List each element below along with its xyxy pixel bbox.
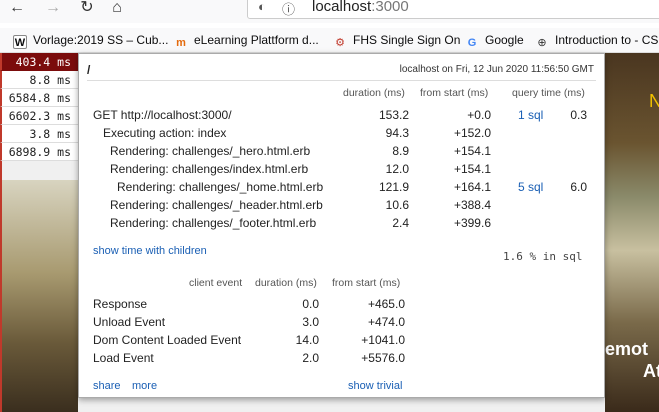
client-event-name: Dom Content Loaded Event <box>93 333 242 347</box>
hero-heading: N <box>649 91 659 111</box>
timing-name: Rendering: challenges/index.html.erb <box>110 162 309 176</box>
client-duration-header: duration (ms) <box>255 277 317 289</box>
profiler-badge[interactable]: 403.4 ms <box>0 53 78 71</box>
divider <box>87 80 596 81</box>
query-time-header: query time (ms) <box>512 87 585 99</box>
timing-from-start: +0.0 <box>467 108 491 122</box>
client-event-header: client event <box>189 277 243 289</box>
background-image-left <box>0 180 78 412</box>
bookmark-elearning[interactable]: m eLearning Plattform d... <box>174 31 319 50</box>
profiler-badge[interactable]: 3.8 ms <box>0 125 78 143</box>
share-link[interactable]: share <box>93 380 121 392</box>
url-bar[interactable]: ◐ ⓘ localhost:3000 <box>247 0 659 19</box>
profiler-badge[interactable]: 8.8 ms <box>0 71 78 89</box>
fhs-icon: ⚙ <box>335 37 345 49</box>
home-icon[interactable]: ⌂ <box>112 0 122 16</box>
client-event-name: Response <box>93 297 148 311</box>
timing-query-time: 6.0 <box>570 180 587 194</box>
show-children-link[interactable]: show time with children <box>93 245 207 257</box>
timing-name: Executing action: index <box>103 126 227 140</box>
client-from-start-header: from start (ms) <box>332 277 401 289</box>
bookmark-fhs-sso[interactable]: ⚙ FHS Single Sign On <box>333 31 460 50</box>
timing-from-start: +152.0 <box>453 126 491 140</box>
timing-name: Rendering: challenges/_footer.html.erb <box>110 216 317 230</box>
client-event-duration: 0.0 <box>302 297 319 311</box>
globe-icon: ⊕ <box>537 37 547 49</box>
client-event-name: Unload Event <box>93 315 166 329</box>
timing-name: Rendering: challenges/_hero.html.erb <box>110 144 311 158</box>
hero-caption-2: At <box>643 361 659 381</box>
browser-toolbar: ← → ↻ ⌂ ◐ ⓘ localhost:3000 <box>0 0 659 23</box>
forward-icon[interactable]: → <box>45 0 61 16</box>
client-event-duration: 2.0 <box>302 351 319 365</box>
timing-name: GET http://localhost:3000/ <box>93 108 232 122</box>
from-start-header: from start (ms) <box>420 87 489 99</box>
client-event-from-start: +474.0 <box>367 315 405 329</box>
timing-from-start: +154.1 <box>453 162 491 176</box>
shield-icon[interactable]: ◐ <box>258 0 266 14</box>
sql-link[interactable]: 5 sql <box>518 180 544 194</box>
google-icon: G <box>467 37 477 49</box>
profiler-badges: 403.4 ms 8.8 ms 6584.8 ms 6602.3 ms 3.8 … <box>0 53 78 161</box>
accent-bar <box>0 53 2 412</box>
request-meta: localhost on Fri, 12 Jun 2020 11:56:50 G… <box>399 64 594 75</box>
client-event-name: Load Event <box>93 351 154 365</box>
client-event-duration: 14.0 <box>295 333 319 347</box>
show-trivial-link[interactable]: show trivial <box>348 380 403 392</box>
bookmarks-bar: W Vorlage:2019 SS – Cub... m eLearning Pla… <box>0 28 659 53</box>
info-icon[interactable]: ⓘ <box>282 2 296 17</box>
request-path: / <box>87 63 91 77</box>
client-event-from-start: +5576.0 <box>361 351 405 365</box>
timing-duration: 94.3 <box>385 126 409 140</box>
profiler-badge[interactable]: 6602.3 ms <box>0 107 78 125</box>
client-event-duration: 3.0 <box>302 315 319 329</box>
bookmark-introduction[interactable]: ⊕ Introduction to - CS <box>535 31 658 50</box>
profiler-badge[interactable]: 6898.9 ms <box>0 143 78 161</box>
timing-from-start: +388.4 <box>453 198 491 212</box>
timing-duration: 153.2 <box>378 108 409 122</box>
timing-duration: 2.4 <box>392 216 409 230</box>
hero-caption-1: emot <box>605 339 649 359</box>
timing-duration: 10.6 <box>385 198 409 212</box>
timing-from-start: +164.1 <box>453 180 491 194</box>
moodle-icon: m <box>176 37 186 49</box>
timing-duration: 121.9 <box>378 180 409 194</box>
hero-image: N emot At <box>605 53 659 412</box>
timing-query-time: 0.3 <box>570 108 587 122</box>
more-link[interactable]: more <box>132 380 158 392</box>
timing-from-start: +154.1 <box>453 144 491 158</box>
timing-from-start: +399.6 <box>453 216 491 230</box>
bookmark-vorlage[interactable]: W Vorlage:2019 SS – Cub... <box>13 33 169 49</box>
sql-percent: 1.6 % in sql <box>503 250 583 263</box>
timing-duration: 8.9 <box>392 144 409 158</box>
client-event-from-start: +465.0 <box>367 297 405 311</box>
reload-icon[interactable]: ↻ <box>80 0 94 16</box>
url-text[interactable]: localhost:3000 <box>312 0 409 15</box>
client-event-from-start: +1041.0 <box>361 333 405 347</box>
timing-duration: 12.0 <box>385 162 409 176</box>
profiler-popup: / localhost on Fri, 12 Jun 2020 11:56:50… <box>78 53 605 398</box>
timing-name: Rendering: challenges/_home.html.erb <box>117 180 324 194</box>
wikipedia-icon: W <box>13 35 27 49</box>
duration-header: duration (ms) <box>343 87 405 99</box>
bookmark-google[interactable]: G Google <box>465 31 524 50</box>
profiler-badge[interactable]: 6584.8 ms <box>0 89 78 107</box>
timing-name: Rendering: challenges/_header.html.erb <box>110 198 323 212</box>
back-icon[interactable]: ← <box>9 0 25 16</box>
sql-link[interactable]: 1 sql <box>518 108 544 122</box>
